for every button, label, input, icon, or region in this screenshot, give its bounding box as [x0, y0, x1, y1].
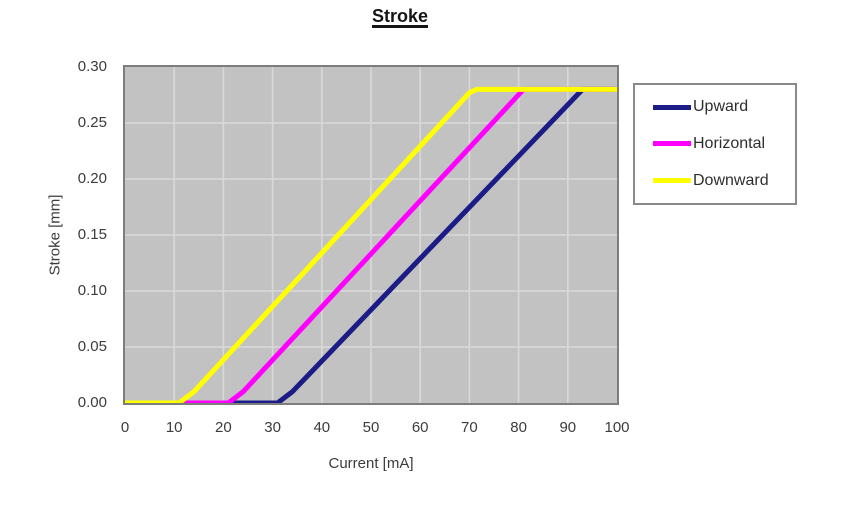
legend-swatch-horizontal-line	[653, 141, 691, 147]
x-tick-label: 80	[510, 419, 527, 436]
x-tick-label: 30	[264, 419, 281, 436]
x-tick-label: 20	[215, 419, 232, 436]
y-tick-label: 0.05	[77, 338, 107, 355]
y-tick-label: 0.20	[77, 170, 107, 187]
x-tick-label: 60	[411, 419, 429, 436]
y-tick-label: 0.25	[77, 114, 107, 131]
legend-swatch-downward-line	[653, 178, 691, 184]
y-tick-label: 0.30	[77, 58, 107, 75]
plot-area	[123, 65, 619, 405]
y-tick-label: 0.00	[77, 394, 107, 411]
x-tick-label: 70	[461, 419, 478, 436]
chart-title: Stroke	[371, 6, 429, 26]
legend-label: Upward	[693, 98, 749, 116]
x-tick-label: 0	[120, 419, 130, 436]
y-tick-label: 0.10	[77, 282, 107, 299]
x-tick-label: 10	[165, 419, 183, 436]
x-tick-label: 90	[559, 419, 577, 436]
legend-item-upward: Upward	[653, 98, 795, 116]
y-axis-title: Stroke [mm]	[46, 194, 64, 276]
legend-item-horizontal: Horizontal	[653, 135, 795, 153]
legend-box: Upward Horizontal Downward	[633, 83, 797, 205]
legend-label: Downward	[693, 171, 769, 189]
legend-item-downward: Downward	[653, 172, 795, 190]
legend-label: Horizontal	[693, 134, 766, 152]
legend-swatch-upward-line	[653, 104, 691, 110]
plot-canvas	[125, 67, 617, 403]
x-tick-label: 100	[604, 419, 630, 436]
series-line-downward	[125, 86, 617, 403]
x-axis-title: Current [mA]	[328, 455, 414, 472]
x-tick-label: 50	[362, 419, 380, 436]
x-tick-label: 40	[313, 419, 331, 436]
y-tick-label: 0.15	[77, 226, 107, 243]
